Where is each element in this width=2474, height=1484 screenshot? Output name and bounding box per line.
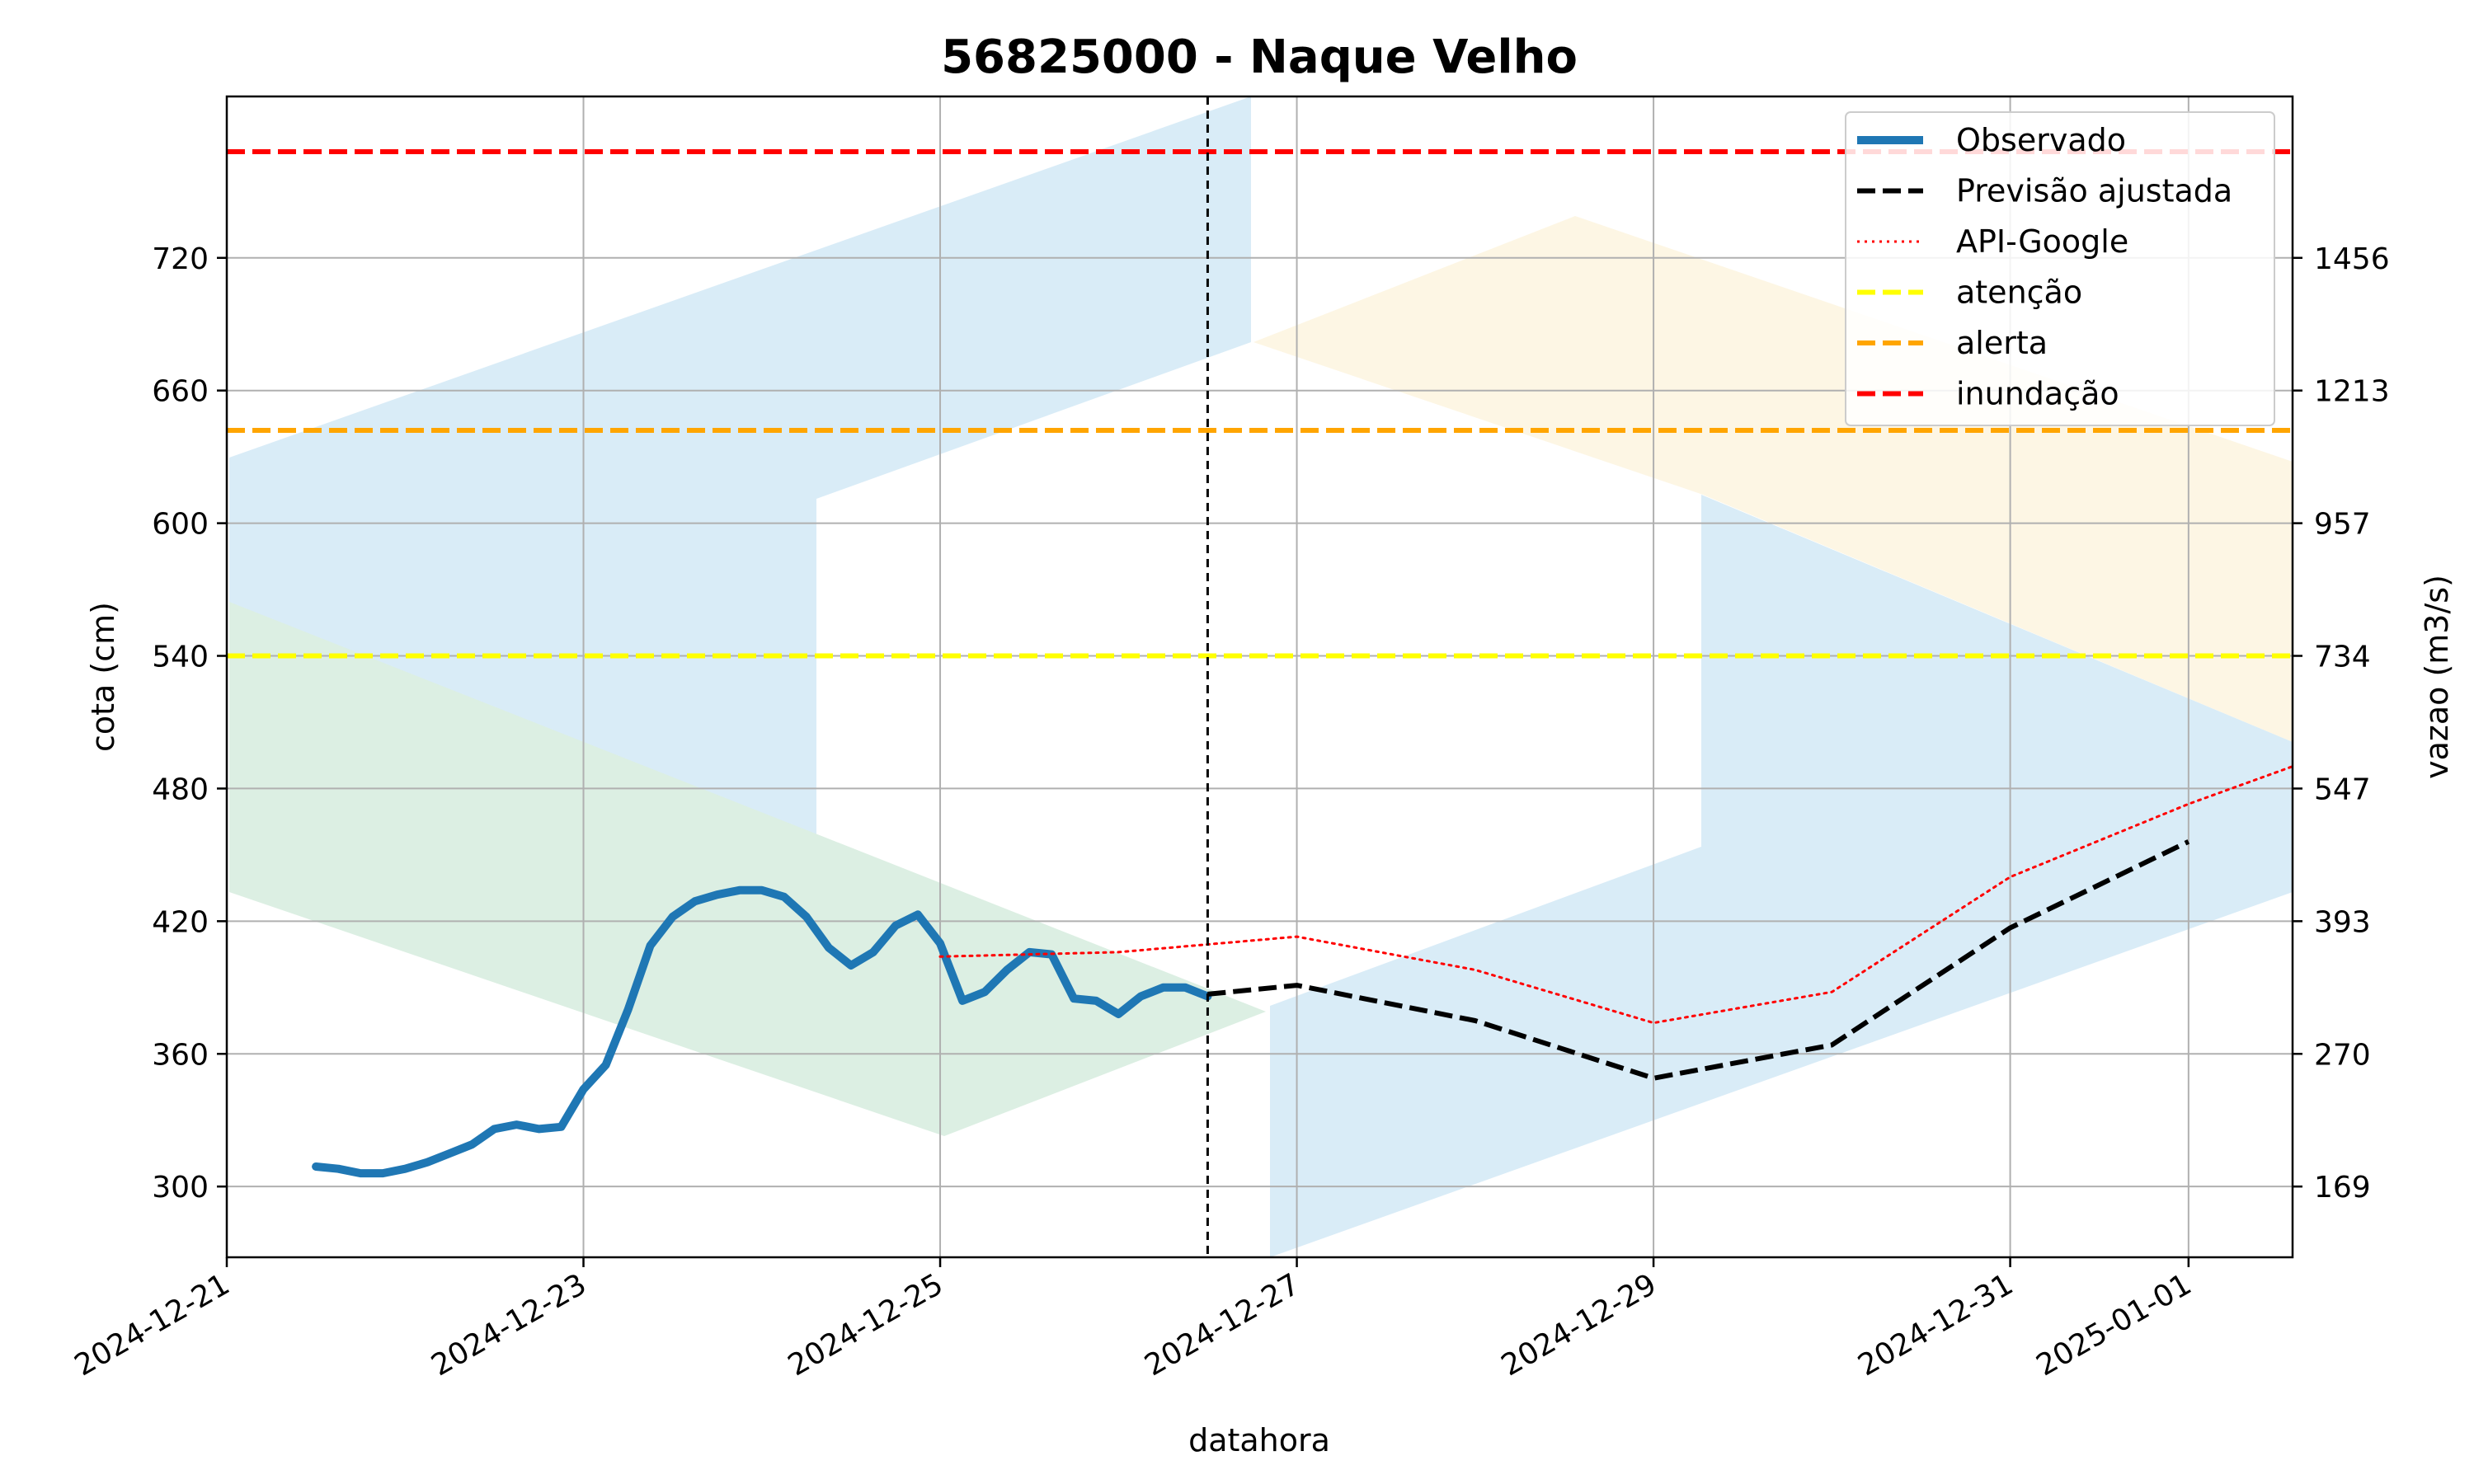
y-tick-label-right: 547 xyxy=(2314,773,2371,806)
y-tick-label-left: 600 xyxy=(152,508,209,542)
y-tick-label-right: 1213 xyxy=(2314,375,2390,409)
watermark xyxy=(229,96,2293,1257)
x-tick-label: 2024-12-23 xyxy=(426,1267,592,1383)
y-tick-label-right: 1456 xyxy=(2314,242,2390,276)
x-tick-label: 2024-12-21 xyxy=(69,1267,236,1383)
x-axis-label: datahora xyxy=(1188,1422,1330,1458)
y-tick-label-left: 360 xyxy=(152,1038,209,1072)
plot-frame xyxy=(225,95,2294,1259)
series-line xyxy=(1207,839,2190,1081)
legend: Observado Previsão ajustada API-Google aten… xyxy=(1845,111,2275,426)
y-axis-right-label: vazao (m3/s) xyxy=(2419,575,2455,779)
y-tick-label-right: 270 xyxy=(2314,1038,2371,1072)
y-tick-label-right: 169 xyxy=(2314,1171,2371,1205)
y-axis-right-ticks: 169 270 393 547 734 957 1213 1456 xyxy=(2293,242,2390,1205)
legend-label: Previsão ajustada xyxy=(1956,173,2232,209)
x-axis-ticks: 2024-12-21 2024-12-23 2024-12-25 2024-12-27… xyxy=(69,1257,2198,1383)
x-tick-label: 2024-12-25 xyxy=(783,1267,949,1383)
y-tick-label-right: 957 xyxy=(2314,508,2371,542)
y-tick-label-left: 660 xyxy=(152,375,209,409)
legend-label: atenção xyxy=(1956,275,2082,311)
y-tick-label-left: 300 xyxy=(152,1171,209,1205)
y-tick-label-right: 393 xyxy=(2314,905,2371,939)
legend-box xyxy=(1845,111,2275,426)
legend-label: Observado xyxy=(1956,122,2126,158)
series-line xyxy=(938,765,2294,1025)
series-line xyxy=(312,885,1212,1178)
y-tick-label-right: 734 xyxy=(2314,641,2371,674)
y-axis-left-ticks: 300 360 420 480 540 600 660 720 xyxy=(152,242,227,1205)
y-tick-label-left: 720 xyxy=(152,242,209,276)
y-tick-label-left: 480 xyxy=(152,773,209,806)
legend-label: inundação xyxy=(1956,376,2119,412)
x-tick-label: 2025-01-01 xyxy=(2031,1267,2198,1383)
data-series xyxy=(312,765,2294,1178)
x-tick-label: 2024-12-31 xyxy=(1852,1267,2019,1383)
x-tick-label: 2024-12-29 xyxy=(1496,1267,1663,1383)
y-tick-label-left: 420 xyxy=(152,905,209,939)
chart-title: 56825000 - Naque Velho xyxy=(941,31,1578,84)
y-tick-label-left: 540 xyxy=(152,641,209,674)
legend-label: alerta xyxy=(1956,325,2048,361)
y-axis-left-label: cota (cm) xyxy=(85,602,121,752)
legend-label: API-Google xyxy=(1956,223,2128,260)
x-tick-label: 2024-12-27 xyxy=(1139,1267,1305,1383)
